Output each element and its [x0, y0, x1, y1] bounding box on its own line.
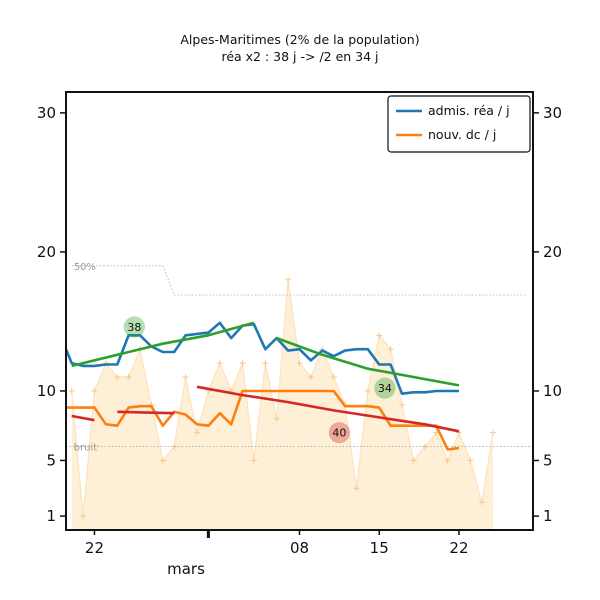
raw-marker	[478, 499, 485, 506]
raw-marker	[307, 374, 314, 381]
raw-marker	[285, 276, 292, 283]
raw-marker	[114, 374, 121, 381]
raw-marker	[193, 429, 200, 436]
raw-marker	[125, 374, 132, 381]
raw-marker	[467, 457, 474, 464]
raw-marker	[387, 346, 394, 353]
bubble-circle	[374, 377, 396, 399]
raw-marker	[376, 332, 383, 339]
y-tick-label-left: 10	[37, 382, 56, 400]
raw-marker	[490, 429, 497, 436]
y-tick-label-left: 5	[46, 451, 56, 469]
y-tick-label-right: 10	[543, 382, 562, 400]
raw-marker	[262, 360, 269, 367]
y-tick-label-right: 1	[543, 507, 553, 525]
threshold-50-label: 50%	[74, 262, 96, 273]
raw-marker	[399, 401, 406, 408]
x-tick-label: 22	[449, 539, 468, 557]
x-tick-label: 08	[290, 539, 309, 557]
raw-marker	[364, 387, 371, 394]
x-tick-label: 22	[85, 539, 104, 557]
trend-bubble-34: 34	[374, 377, 396, 399]
series-layer	[64, 321, 460, 451]
legend-label-rea: admis. réa / j	[428, 103, 510, 118]
threshold-layer: 50% bruit	[66, 262, 533, 454]
bubble-label: 34	[378, 382, 392, 395]
trend-line-0	[71, 321, 255, 368]
x-tick-label: 15	[370, 539, 389, 557]
raw-area-edge	[71, 279, 494, 517]
raw-marker	[273, 415, 280, 422]
raw-marker	[91, 387, 98, 394]
trend-line-2	[196, 385, 460, 433]
raw-marker	[80, 513, 87, 520]
series-line-1	[66, 389, 460, 451]
trend-line-1	[276, 336, 460, 387]
raw-marker	[250, 457, 257, 464]
raw-marker	[444, 457, 451, 464]
x-axis-label: mars	[167, 560, 205, 578]
threshold-50-line	[71, 265, 528, 296]
raw-marker	[410, 457, 417, 464]
bubble-label: 40	[332, 427, 346, 440]
y-tick-label-left: 1	[46, 507, 56, 525]
y-tick-label-left: 20	[37, 243, 56, 261]
y-tick-label-left: 30	[37, 104, 56, 122]
raw-area-layer	[68, 276, 497, 530]
raw-marker	[68, 387, 75, 394]
legend: admis. réa / j nouv. dc / j	[387, 95, 531, 153]
raw-area	[71, 279, 494, 530]
bubble-circle	[123, 316, 145, 338]
raw-marker	[182, 374, 189, 381]
legend-box	[387, 95, 531, 153]
bubble-circle	[328, 422, 350, 444]
trend-line-4	[117, 410, 175, 415]
raw-marker	[216, 360, 223, 367]
trend-line-3	[71, 414, 95, 422]
y-tick-label-right: 5	[543, 451, 553, 469]
raw-marker	[296, 360, 303, 367]
bubble-label: 38	[127, 321, 141, 334]
threshold-bruit-label: bruit	[74, 443, 98, 454]
trend-bubble-38: 38	[123, 316, 145, 338]
chart-subtitle: réa x2 : 38 j -> /2 en 34 j	[221, 49, 378, 64]
raw-marker	[330, 374, 337, 381]
raw-marker	[239, 360, 246, 367]
trend-bubble-40: 40	[328, 422, 350, 444]
series-line-0	[64, 321, 459, 396]
y-tick-label-right: 30	[543, 104, 562, 122]
raw-marker	[353, 485, 360, 492]
y-tick-label-right: 20	[543, 243, 562, 261]
chart-title: Alpes-Maritimes (2% de la population)	[180, 32, 419, 47]
bubble-layer: 38 34 40	[123, 316, 396, 444]
legend-label-dc: nouv. dc / j	[428, 127, 496, 142]
raw-marker	[159, 457, 166, 464]
